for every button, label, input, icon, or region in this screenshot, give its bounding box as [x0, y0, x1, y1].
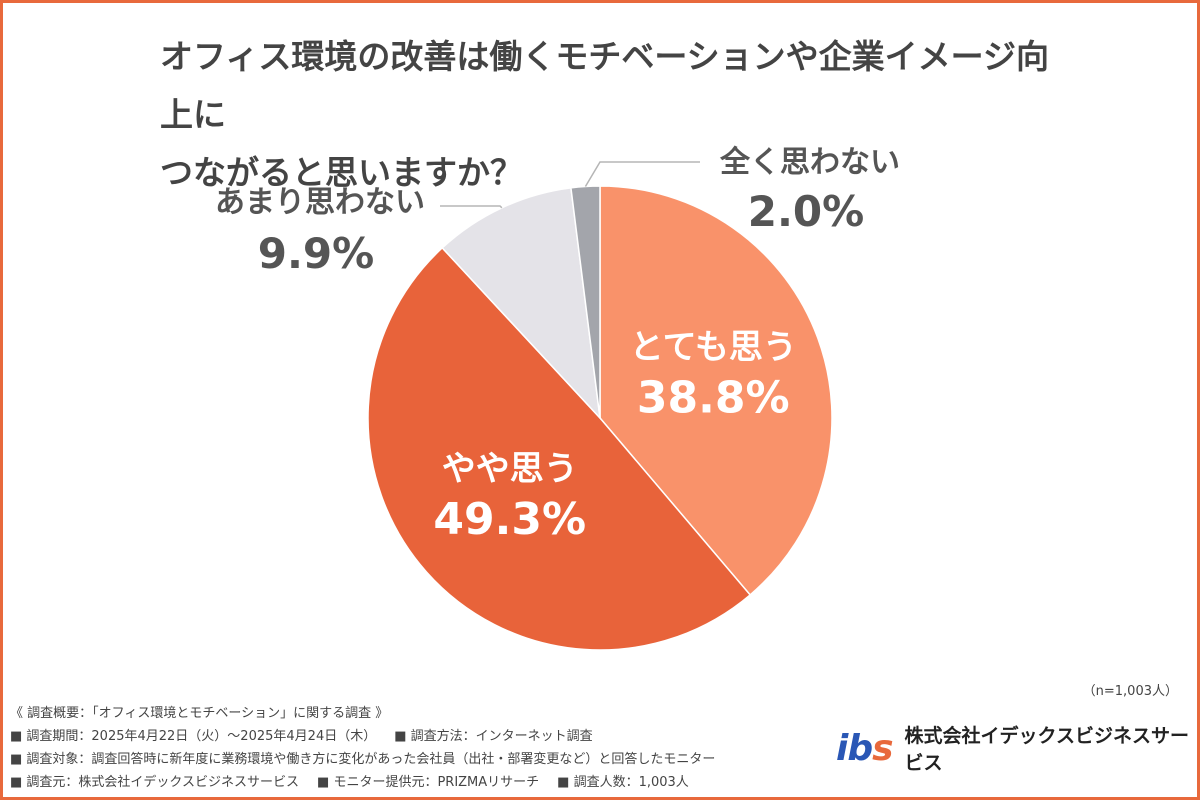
slice-label-2: やや思う: [442, 449, 578, 489]
logo-mark-accent: s: [872, 727, 893, 769]
survey-count: ■ 調査人数：1,003人: [557, 775, 689, 790]
survey-period: ■ 調査期間：2025年4月22日（火）〜2025年4月24日（木）: [10, 729, 377, 744]
slice-value-4: 2.0%: [748, 187, 864, 236]
leader-line-4: [584, 161, 700, 187]
survey-summary: 《 調査概要：「オフィス環境とモチベーション」に関する調査 》 ■ 調査期間：2…: [10, 702, 830, 794]
chart-title-line-1: オフィス環境の改善は働くモチベーションや企業イメージ向上に: [160, 37, 1050, 134]
survey-organizer: ■ 調査元：株式会社イデックスビジネスサービス: [10, 775, 300, 790]
pie-slice-3: [441, 186, 602, 421]
logo-mark: ibs: [836, 727, 894, 769]
slice-label-4: 全く思わない: [719, 145, 900, 180]
survey-provider: ■ モニター提供元：PRIZMAリサーチ: [317, 775, 540, 790]
survey-heading: 《 調査概要：「オフィス環境とモチベーション」に関する調査 》: [10, 706, 389, 721]
chart-title: オフィス環境の改善は働くモチベーションや企業イメージ向上に つながると思いますか…: [160, 28, 1080, 202]
logo-company-name: 株式会社イデックスビジネスサービス: [904, 725, 1189, 774]
pie-chart: とても思う 38.8% やや思う 49.3% あまり思わない 9.9% 全く思わない 2.0%: [215, 145, 900, 651]
slice-label-3: あまり思わない: [215, 185, 425, 220]
slice-value-2: 49.3%: [433, 494, 586, 545]
logo-mark-main: ib: [836, 727, 873, 769]
slice-value-3: 9.9%: [258, 229, 374, 278]
sample-size-note: （n=1,003人）: [1082, 684, 1178, 699]
pie-slice-1: [599, 185, 833, 596]
company-logo: ibs 株式会社イデックスビジネスサービス: [836, 725, 1200, 774]
survey-method: ■ 調査方法：インターネット調査: [394, 729, 593, 744]
pie-slice-2: [367, 246, 752, 651]
slice-label-1: とても思う: [630, 327, 797, 367]
leader-line-3: [440, 205, 503, 209]
slice-value-1: 38.8%: [637, 372, 790, 423]
chart-title-line-2: つながると思いますか？: [160, 153, 523, 192]
survey-target: ■ 調査対象：調査回答時に新年度に業務環境や働き方に変化があった会社員（出社・部…: [10, 752, 716, 767]
